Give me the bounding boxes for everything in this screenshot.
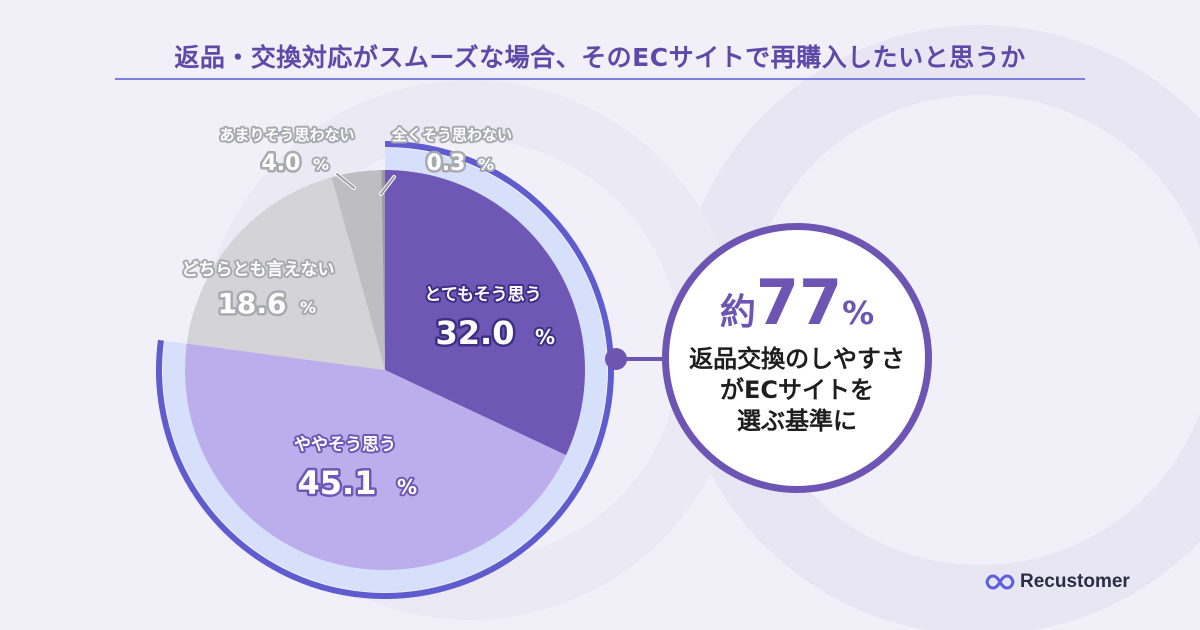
pie-slice [331,170,385,370]
summary-callout: 約77% 返品交換のしやすさ がECサイトを 選ぶ基準に [662,223,932,493]
callout-text: 返品交換のしやすさ がECサイトを 選ぶ基準に [669,344,925,437]
slice-label: 全くそう思わない [391,126,512,144]
slice-value: 4.0 [262,151,301,176]
callout-line: がECサイトを [719,376,874,404]
slice-value: 0.3 [427,151,466,176]
slice-value: 45.1 [298,464,377,502]
callout-connector-dot [605,348,627,370]
slice-label: ややそう思う [294,435,396,455]
brand-name: Recustomer [1020,571,1130,592]
brand-logo: Recustomer [985,571,1130,593]
callout-value: 77 [755,266,843,339]
slice-value: 32.0 [436,314,515,352]
slice-unit: % [300,298,316,317]
slice-label: とてもそう思う [424,285,541,305]
pie-slice [385,170,585,456]
callout-figure: 約77% [669,272,925,334]
pie-slice [186,177,385,370]
title-underline [115,78,1085,80]
leader-line [336,173,355,189]
callout-unit: % [842,294,875,332]
slice-unit: % [397,475,417,499]
chart-title: 返品・交換対応がスムーズな場合、そのECサイトで再購入したいと思うか [174,43,1026,72]
callout-connector [617,357,675,361]
pie-slice [381,170,385,370]
slice-label: どちらとも言えない [182,259,335,280]
slice-label: あまりそう思わない [219,126,354,144]
highlight-ring-edge [156,141,614,599]
pie-slice [185,343,566,570]
slice-unit: % [535,325,555,349]
callout-line: 選ぶ基準に [737,407,857,435]
callout-prefix: 約 [719,292,756,333]
callout-line: 返品交換のしやすさ [689,345,905,373]
slice-unit: % [478,155,494,174]
slice-value: 18.6 [217,287,286,320]
leader-line [380,176,395,195]
infinity-icon [985,574,1015,590]
slice-unit: % [313,155,329,174]
